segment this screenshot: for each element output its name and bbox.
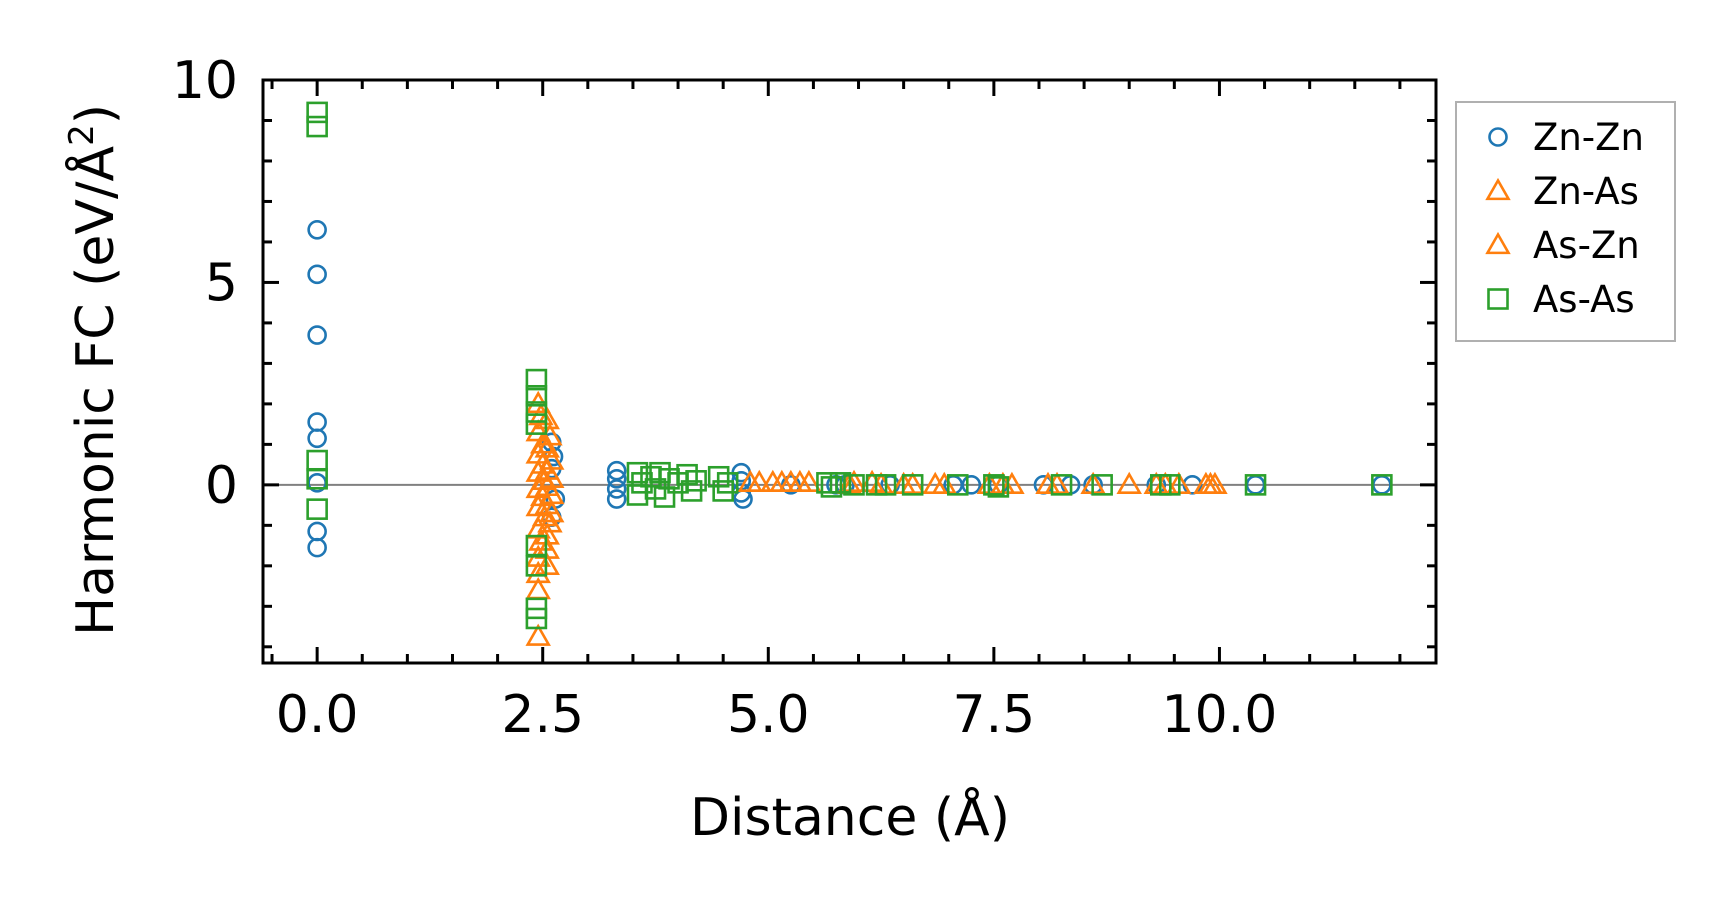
- legend-marker-as-as: [1487, 288, 1509, 310]
- point-as-as: [525, 413, 548, 435]
- point-zn-zn: [307, 521, 327, 542]
- point-as-as: [843, 474, 865, 496]
- point-as-as: [987, 476, 1010, 498]
- point-as-as: [306, 115, 328, 138]
- point-as-as: [306, 498, 328, 520]
- point-as-as: [983, 474, 1005, 496]
- y-axis-title-close: ): [66, 104, 126, 124]
- point-as-as: [829, 472, 852, 494]
- legend-label-as-zn: As-Zn: [1533, 224, 1640, 267]
- x-tick-label: 7.5: [953, 685, 1036, 745]
- point-zn-zn: [307, 325, 327, 345]
- point-as-zn: [787, 469, 813, 493]
- x-tick-label: 5.0: [727, 685, 810, 745]
- legend-label-as-as: As-As: [1533, 278, 1635, 321]
- point-as-zn: [534, 522, 560, 545]
- series-zn-zn: [307, 219, 1392, 558]
- point-as-as: [306, 101, 328, 124]
- point-as-as: [525, 607, 548, 630]
- legend-entry-zn-as: Zn-As: [1485, 170, 1639, 213]
- point-as-as: [901, 474, 924, 496]
- point-zn-zn: [307, 264, 327, 285]
- legend-label-zn-as: Zn-As: [1533, 170, 1639, 213]
- axis-ticks: [263, 78, 1436, 663]
- point-zn-zn: [606, 468, 627, 489]
- x-axis-title: Distance (Å): [690, 786, 1010, 848]
- point-zn-zn: [307, 537, 327, 558]
- legend-entry-as-zn: As-Zn: [1485, 224, 1640, 267]
- tick-labels: 0.0 2.5 5.0 7.5 10.0 0 5 10: [172, 51, 1278, 745]
- y-tick-label: 5: [205, 253, 238, 313]
- point-zn-zn: [307, 428, 327, 449]
- point-as-as: [626, 484, 649, 506]
- point-as-zn: [746, 469, 773, 493]
- point-zn-as: [531, 504, 558, 527]
- point-zn-zn: [606, 489, 627, 509]
- point-as-as: [525, 384, 548, 407]
- y-axis-title-superscript: 2: [62, 124, 102, 146]
- legend-marker-zn-as: [1485, 177, 1511, 201]
- point-as-as: [946, 474, 969, 496]
- y-axis-title: Harmonic FC (eV/Å2): [62, 104, 126, 636]
- point-as-as: [306, 449, 328, 472]
- point-as-as: [716, 472, 739, 494]
- point-as-as: [712, 480, 734, 502]
- legend: Zn-Zn Zn-As As-Zn As-As: [1455, 101, 1676, 342]
- y-tick-label: 10: [172, 51, 238, 111]
- point-as-as: [685, 470, 707, 492]
- point-zn-zn: [961, 475, 982, 495]
- legend-marker-as-zn: [1485, 231, 1511, 255]
- point-zn-zn: [307, 219, 327, 240]
- point-as-as: [306, 467, 328, 490]
- point-zn-as: [525, 623, 551, 646]
- point-as-zn: [538, 500, 565, 523]
- point-as-as: [525, 401, 548, 423]
- x-tick-label: 2.5: [501, 685, 584, 745]
- point-as-zn: [534, 552, 560, 576]
- legend-label-zn-zn: Zn-Zn: [1533, 116, 1644, 159]
- y-tick-label: 0: [205, 456, 238, 516]
- point-zn-as: [525, 494, 551, 517]
- point-as-as: [525, 555, 548, 577]
- plot-frame: [261, 78, 1438, 665]
- point-as-as: [1159, 474, 1181, 496]
- y-axis-title-main: Harmonic FC (eV/Å: [64, 145, 126, 636]
- series-zn-as: [525, 390, 1228, 646]
- point-as-as: [874, 474, 897, 496]
- point-zn-zn: [606, 479, 627, 499]
- point-as-zn: [1197, 471, 1224, 495]
- legend-entry-as-as: As-As: [1487, 278, 1635, 321]
- point-as-as: [1371, 474, 1393, 496]
- series-as-as: [306, 101, 1393, 630]
- point-as-zn: [1116, 471, 1142, 495]
- data-points: [306, 101, 1393, 646]
- point-as-as: [816, 472, 838, 494]
- point-as-zn: [769, 469, 795, 493]
- point-as-as: [1050, 474, 1073, 496]
- point-as-as: [1244, 474, 1267, 496]
- legend-marker-zn-zn: [1488, 127, 1508, 147]
- legend-entry-zn-zn: Zn-Zn: [1488, 116, 1644, 159]
- x-tick-label: 10.0: [1162, 685, 1278, 745]
- x-tick-label: 0.0: [276, 685, 359, 745]
- point-as-as: [525, 368, 548, 391]
- point-as-as: [1091, 474, 1113, 496]
- point-zn-zn: [307, 412, 327, 432]
